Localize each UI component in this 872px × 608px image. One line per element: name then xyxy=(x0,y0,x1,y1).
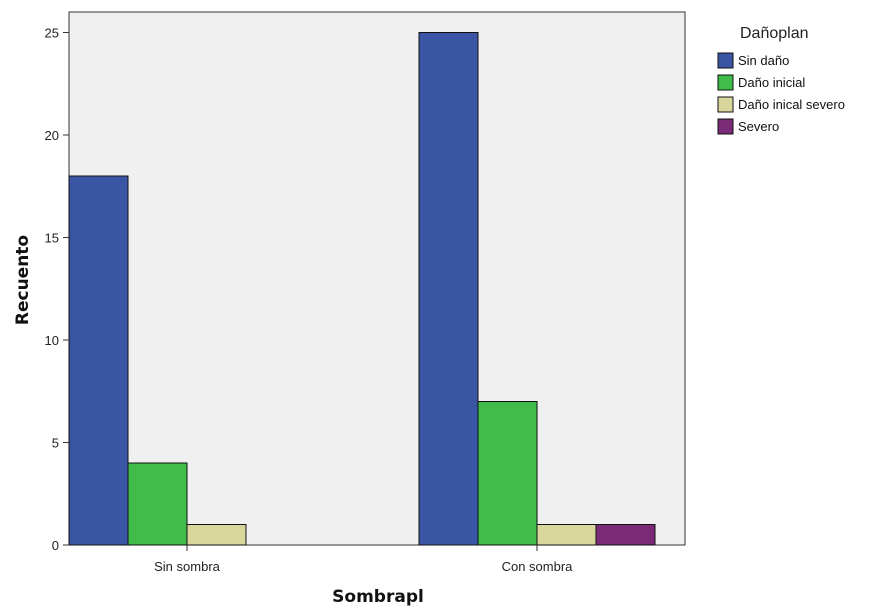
legend-label-1: Daño inicial xyxy=(738,75,805,90)
legend-label-3: Severo xyxy=(738,119,779,134)
legend-swatch-2 xyxy=(717,96,734,113)
legend: Dañoplan Sin daño Daño inicial Daño inical… xyxy=(717,25,845,135)
y-tick-label-15: 15 xyxy=(45,231,59,246)
x-tick-label-0: Sin sombra xyxy=(154,559,221,574)
y-axis: 0 5 10 15 20 25 xyxy=(45,26,69,553)
y-tick-label-20: 20 xyxy=(45,128,59,143)
y-tick-label-10: 10 xyxy=(45,333,59,348)
bar-0-0 xyxy=(68,175,129,546)
x-axis: Sin sombra Con sombra xyxy=(154,545,573,574)
x-axis-title: Sombrapl xyxy=(332,587,424,607)
y-tick-label-25: 25 xyxy=(45,26,59,41)
bars-group xyxy=(68,32,656,546)
x-tick-label-1: Con sombra xyxy=(502,559,574,574)
legend-title: Dañoplan xyxy=(740,25,809,42)
bar-1-3 xyxy=(595,524,656,546)
legend-swatch-1 xyxy=(717,74,734,91)
plot-area xyxy=(68,11,686,546)
legend-label-0: Sin daño xyxy=(738,53,789,68)
bar-1-2 xyxy=(536,524,597,546)
legend-swatch-0 xyxy=(717,52,734,69)
bar-1-1 xyxy=(477,401,538,546)
bar-0-2 xyxy=(186,524,247,546)
bar-1-0 xyxy=(418,32,479,546)
y-tick-label-0: 0 xyxy=(52,538,59,553)
legend-label-2: Daño inical severo xyxy=(738,97,845,112)
bar-0-1 xyxy=(127,462,188,546)
legend-swatch-3 xyxy=(717,118,734,135)
y-axis-title: Recuento xyxy=(13,235,33,325)
y-tick-label-5: 5 xyxy=(52,436,59,451)
